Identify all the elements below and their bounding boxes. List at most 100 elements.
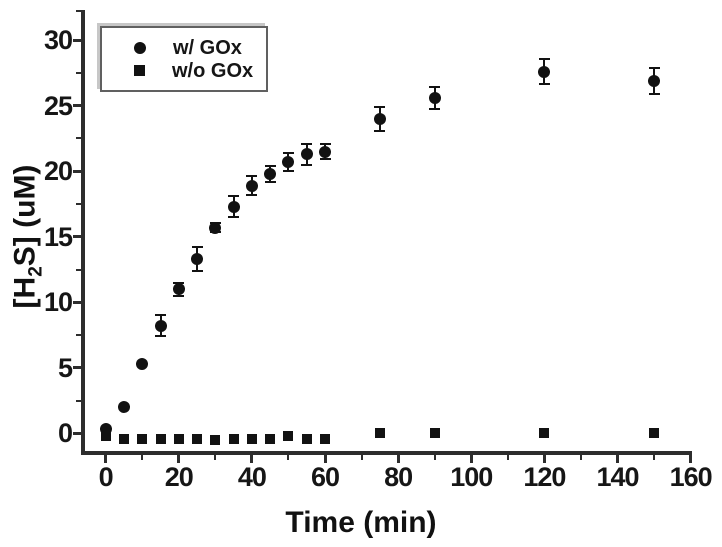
- data-point-circle: [209, 221, 222, 234]
- circle-marker-icon: [134, 41, 146, 54]
- data-point-square: [283, 430, 294, 441]
- data-point-circle: [117, 401, 130, 414]
- data-point-circle: [264, 167, 277, 180]
- y-tick-label: 5: [57, 352, 73, 383]
- x-minor-tick: [653, 455, 656, 460]
- error-bar-cap: [538, 83, 550, 86]
- square-marker-icon: [134, 65, 145, 76]
- y-tick-label: 15: [43, 221, 73, 252]
- y-minor-tick: [76, 71, 81, 74]
- x-tick-label: 100: [450, 462, 493, 492]
- error-bar-cap: [246, 175, 258, 178]
- data-point-square: [429, 428, 440, 439]
- y-major-tick: [73, 300, 81, 304]
- legend-entry-with-gox: w/ GOx: [102, 37, 266, 59]
- x-tick-label: 120: [523, 462, 566, 492]
- error-bar-cap: [191, 246, 203, 249]
- data-point-square: [649, 428, 660, 439]
- x-minor-tick: [506, 455, 509, 460]
- x-axis-title: Time (min): [285, 506, 437, 539]
- x-tick-label: 60: [310, 462, 340, 492]
- data-point-square: [320, 433, 331, 444]
- data-point-square: [246, 434, 257, 445]
- x-tick-label: 0: [98, 462, 114, 492]
- data-point-circle: [245, 179, 258, 192]
- x-major-tick: [323, 455, 327, 463]
- error-bar-cap: [319, 142, 331, 145]
- error-bar-cap: [429, 85, 441, 88]
- error-bar-cap: [282, 151, 294, 154]
- error-bar-cap: [301, 163, 313, 166]
- x-major-tick: [104, 455, 108, 463]
- data-point-square: [118, 434, 129, 445]
- x-axis-line: [81, 451, 692, 455]
- data-point-square: [192, 434, 203, 445]
- error-bar-cap: [246, 193, 258, 196]
- y-minor-tick: [76, 399, 81, 402]
- x-minor-tick: [360, 455, 363, 460]
- data-point-circle: [428, 91, 441, 104]
- x-major-tick: [469, 455, 473, 463]
- data-point-circle: [648, 74, 661, 87]
- data-point-circle: [227, 200, 240, 213]
- error-bar-cap: [155, 314, 166, 317]
- data-point-square: [173, 434, 184, 445]
- data-point-square: [539, 427, 550, 438]
- data-point-circle: [154, 319, 167, 332]
- error-bar-cap: [264, 164, 276, 167]
- y-tick-label: 0: [57, 418, 73, 449]
- y-major-tick: [73, 169, 81, 173]
- error-bar-cap: [648, 66, 660, 69]
- data-point-circle: [538, 65, 551, 78]
- x-minor-tick: [287, 455, 290, 460]
- y-tick-label: 10: [43, 287, 73, 318]
- legend: w/ GOx w/o GOx: [100, 26, 268, 92]
- data-point-square: [210, 434, 221, 445]
- error-bar-cap: [228, 195, 240, 198]
- x-major-tick: [616, 455, 619, 463]
- data-point-square: [137, 434, 148, 445]
- y-axis-line: [81, 10, 85, 455]
- y-major-tick: [73, 235, 81, 239]
- x-minor-tick: [579, 455, 582, 460]
- y-major-tick: [73, 104, 81, 108]
- y-tick-label: 30: [43, 25, 73, 56]
- x-major-tick: [177, 455, 181, 463]
- data-point-square: [100, 430, 111, 441]
- legend-label: w/ GOx: [173, 36, 242, 59]
- x-minor-tick: [141, 455, 144, 460]
- y-tick-label: 20: [43, 156, 73, 187]
- x-major-tick: [542, 455, 546, 463]
- x-tick-label: 20: [164, 462, 194, 492]
- error-bar-cap: [191, 269, 203, 272]
- x-major-tick: [689, 455, 693, 463]
- y-major-tick: [73, 38, 81, 42]
- error-bar-cap: [374, 105, 386, 108]
- data-point-square: [155, 434, 166, 445]
- x-tick-label: 140: [596, 462, 639, 492]
- y-axis-title-sub: 2: [25, 266, 47, 277]
- error-bar-cap: [429, 107, 441, 110]
- data-point-circle: [136, 357, 149, 370]
- y-major-tick: [73, 366, 81, 370]
- error-bar-cap: [282, 170, 294, 173]
- error-bar-cap: [374, 129, 386, 132]
- x-minor-tick: [433, 455, 436, 460]
- data-point-square: [301, 434, 312, 445]
- data-point-square: [374, 427, 385, 438]
- y-minor-tick: [76, 137, 81, 140]
- data-point-circle: [172, 283, 185, 296]
- data-point-square: [228, 434, 239, 445]
- legend-label: w/o GOx: [172, 59, 254, 82]
- data-point-square: [265, 434, 276, 445]
- error-bar-cap: [538, 58, 550, 61]
- error-bar-cap: [319, 158, 331, 161]
- y-minor-tick: [76, 334, 81, 337]
- data-point-circle: [282, 156, 295, 169]
- data-point-circle: [373, 112, 386, 125]
- error-bar-cap: [173, 281, 185, 284]
- error-bar-cap: [155, 335, 166, 338]
- x-major-tick: [396, 455, 400, 463]
- x-minor-tick: [214, 455, 217, 460]
